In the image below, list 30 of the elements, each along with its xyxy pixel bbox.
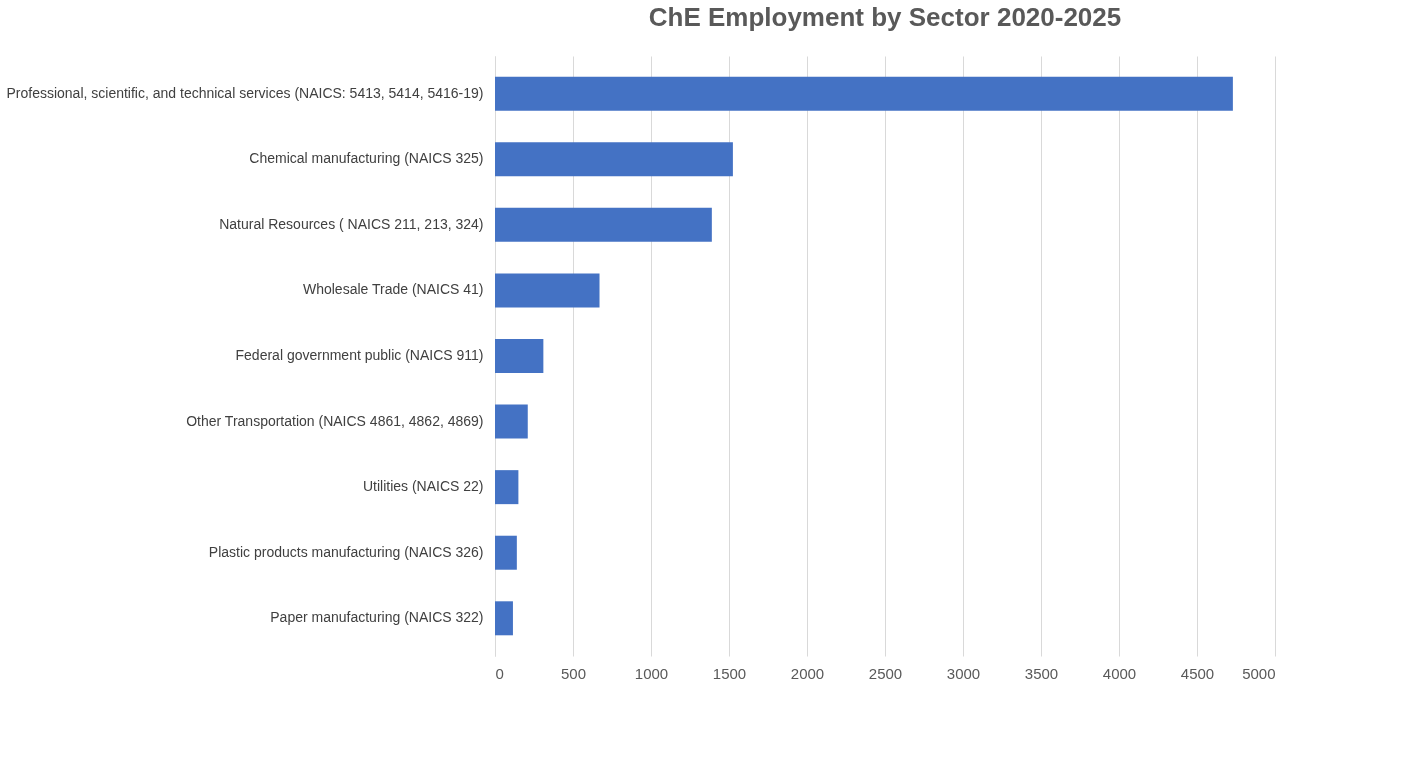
bar [495, 76, 1233, 111]
y-tick-label: Plastic products manufacturing (NAICS 326) [208, 543, 484, 560]
chart-title: ChE Employment by Sector 2020-2025 [648, 2, 1122, 32]
x-tick-label: 3000 [946, 664, 981, 682]
bar [495, 273, 600, 308]
x-tick-label: 1000 [634, 664, 669, 682]
bar [495, 601, 513, 636]
bar [495, 339, 544, 373]
bar [495, 404, 528, 439]
y-tick-label: Federal government public (NAICS 911) [235, 347, 484, 363]
x-tick-label: 2000 [790, 664, 825, 682]
x-tick-label: 2500 [868, 664, 903, 682]
y-tick-label: Chemical manufacturing (NAICS 325) [249, 150, 484, 167]
x-tick-label: 1500 [712, 664, 747, 682]
y-tick-label: Utilities (NAICS 22) [362, 478, 484, 495]
x-tick-label: 3500 [1024, 664, 1059, 682]
x-tick-label: 0 [495, 664, 504, 682]
x-tick-label: 500 [560, 664, 587, 682]
x-tick-label: 4000 [1102, 664, 1137, 682]
y-tick-label: Other Transportation (NAICS 4861, 4862, 4869) [186, 412, 484, 429]
y-tick-label: Professional, scientific, and technical services (NAICS: 5413, 5414, 5416-19) [6, 84, 484, 101]
bar [495, 142, 733, 177]
x-tick-label: 5000 [1242, 664, 1276, 682]
bar [495, 535, 517, 570]
x-tick-label: 4500 [1180, 664, 1215, 682]
bar [495, 207, 712, 242]
y-tick-label: Natural Resources ( NAICS 211, 213, 324) [219, 215, 484, 232]
bar [495, 470, 519, 505]
y-tick-label: Wholesale Trade (NAICS 41) [302, 281, 484, 298]
y-tick-label: Paper manufacturing (NAICS 322) [270, 609, 484, 626]
